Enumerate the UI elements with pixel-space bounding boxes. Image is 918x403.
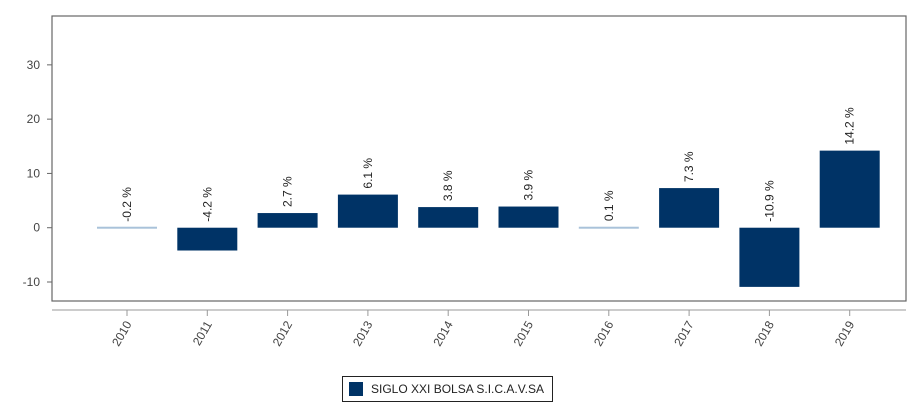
bar-2010 xyxy=(97,226,157,229)
x-tick-label-2011: 2011 xyxy=(190,318,215,348)
x-tick-label-2019: 2019 xyxy=(832,318,858,348)
x-tick-label-2017: 2017 xyxy=(671,318,697,348)
data-label-2010: -0.2 % xyxy=(120,187,134,222)
x-tick-label-2015: 2015 xyxy=(511,318,537,348)
y-axis: -10 0 10 20 30 xyxy=(23,58,52,289)
bar-2011 xyxy=(177,227,238,251)
data-label-2019: 14.2 % xyxy=(843,107,857,145)
x-tick-label-2014: 2014 xyxy=(430,318,456,348)
bar-2017 xyxy=(659,188,720,228)
data-label-2013: 6.1 % xyxy=(361,158,375,189)
x-tick-label-2013: 2013 xyxy=(350,318,376,348)
bar-2019 xyxy=(819,150,880,228)
bar-2015 xyxy=(498,206,559,228)
legend: SIGLO XXI BOLSA S.I.C.A.V.SA xyxy=(342,376,553,402)
data-label-2014: 3.8 % xyxy=(441,170,455,201)
x-tick-label-2018: 2018 xyxy=(752,318,778,348)
bar-2013 xyxy=(337,194,398,228)
legend-swatch xyxy=(349,382,363,396)
legend-label: SIGLO XXI BOLSA S.I.C.A.V.SA xyxy=(371,382,544,396)
y-tick-label: 30 xyxy=(27,58,41,72)
data-label-2015: 3.9 % xyxy=(522,170,536,201)
y-tick-label: -10 xyxy=(23,275,41,289)
y-tick-label: 20 xyxy=(27,112,41,126)
data-label-2018: -10.9 % xyxy=(762,180,776,222)
data-label-2016: 0.1 % xyxy=(602,190,616,221)
x-tick-label-2012: 2012 xyxy=(270,318,296,348)
data-labels-group: -0.2 % -4.2 % 2.7 % 6.1 % 3.8 % 3.9 % 0.1 % 7.3… xyxy=(120,107,857,222)
x-axis: 2010 2011 2012 2013 2014 2015 2016 2017 2018 2019 xyxy=(109,310,857,349)
x-tick-label-2010: 2010 xyxy=(109,318,135,348)
bar-2012 xyxy=(257,213,318,228)
plot-frame xyxy=(51,15,907,302)
bar-2016 xyxy=(578,226,639,229)
bars-group xyxy=(97,150,880,287)
data-label-2012: 2.7 % xyxy=(281,176,295,207)
data-label-2011: -4.2 % xyxy=(200,187,214,222)
bar-2018 xyxy=(739,227,800,287)
x-tick-label-2016: 2016 xyxy=(591,318,617,348)
y-tick-label: 10 xyxy=(27,166,41,180)
y-tick-label: 0 xyxy=(33,221,40,235)
data-label-2017: 7.3 % xyxy=(682,151,696,182)
bar-2014 xyxy=(418,207,479,228)
